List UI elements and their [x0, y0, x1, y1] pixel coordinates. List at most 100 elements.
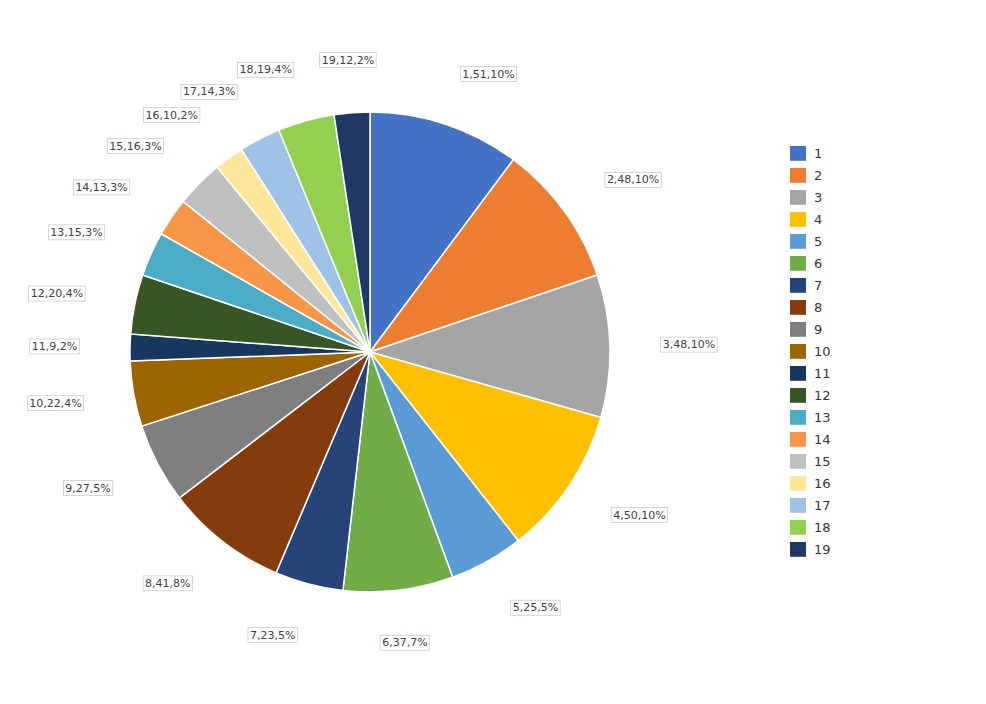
data-label: 9,27,5%: [63, 481, 112, 496]
data-label: 13,15,3%: [48, 225, 104, 240]
data-label-text: 12,20,4%: [31, 287, 83, 300]
legend-label: 16: [814, 476, 831, 491]
label-box: [73, 180, 129, 195]
data-label: 18,19,4%: [237, 62, 293, 77]
legend-label: 15: [814, 454, 831, 469]
label-box: [611, 508, 667, 523]
data-label-text: 16,10,2%: [145, 109, 197, 122]
label-box: [107, 139, 163, 154]
legend-swatch: [790, 388, 806, 403]
label-box: [63, 481, 112, 496]
legend-label: 13: [814, 410, 831, 425]
data-label: 12,20,4%: [29, 286, 85, 301]
legend-swatch: [790, 212, 806, 227]
legend-label: 19: [814, 542, 831, 557]
label-box: [27, 396, 83, 411]
legend-label: 9: [814, 322, 822, 337]
label-box: [320, 53, 376, 68]
data-label: 14,13,3%: [73, 180, 129, 195]
data-label-text: 8,41,8%: [145, 577, 190, 590]
data-label-text: 19,12,2%: [322, 54, 374, 67]
label-box: [48, 225, 104, 240]
data-label-text: 2,48,10%: [607, 173, 659, 186]
legend-label: 2: [814, 168, 822, 183]
data-label-text: 10,22,4%: [29, 397, 81, 410]
legend-swatch: [790, 542, 806, 557]
data-label-text: 9,27,5%: [65, 482, 110, 495]
data-label: 5,25,5%: [511, 600, 560, 615]
legend-swatch: [790, 410, 806, 425]
label-box: [143, 576, 192, 591]
data-label-text: 15,16,3%: [109, 140, 161, 153]
legend-swatch: [790, 256, 806, 271]
legend-swatch: [790, 454, 806, 469]
legend-label: 11: [814, 366, 831, 381]
data-label-text: 1,51,10%: [462, 68, 514, 81]
legend-label: 7: [814, 278, 822, 293]
legend-label: 8: [814, 300, 822, 315]
legend-label: 5: [814, 234, 822, 249]
data-label-text: 18,19,4%: [239, 63, 291, 76]
data-labels: 1,51,10% 2,48,10% 3,48,10% 4,50,10% 5,25,5% 6…: [27, 53, 717, 651]
legend-swatch: [790, 234, 806, 249]
label-box: [181, 84, 237, 99]
data-label: 10,22,4%: [27, 396, 83, 411]
legend-label: 6: [814, 256, 822, 271]
legend-swatch: [790, 278, 806, 293]
legend-label: 12: [814, 388, 831, 403]
data-label-text: 5,25,5%: [513, 601, 558, 614]
label-box: [460, 67, 516, 82]
label-box: [29, 286, 85, 301]
label-box: [30, 339, 79, 354]
legend-swatch: [790, 146, 806, 161]
legend-label: 3: [814, 190, 822, 205]
data-label-text: 7,23,5%: [250, 629, 295, 642]
chart: 1,51,10% 2,48,10% 3,48,10% 4,50,10% 5,25,5% 6…: [0, 0, 986, 704]
slice: [130, 352, 370, 426]
data-label: 2,48,10%: [605, 172, 661, 187]
legend-swatch: [790, 190, 806, 205]
legend-swatch: [790, 366, 806, 381]
data-label: 6,37,7%: [380, 635, 429, 650]
data-label: 16,10,2%: [143, 108, 199, 123]
data-label-text: 17,14,3%: [183, 85, 235, 98]
label-box: [143, 108, 199, 123]
legend-swatch: [790, 520, 806, 535]
legend-label: 14: [814, 432, 831, 447]
legend-swatch: [790, 168, 806, 183]
data-label-text: 6,37,7%: [382, 636, 427, 649]
data-label: 7,23,5%: [248, 628, 297, 643]
data-label: 19,12,2%: [320, 53, 376, 68]
data-label-text: 11,9,2%: [32, 340, 77, 353]
data-label: 11,9,2%: [30, 339, 79, 354]
legend-swatch: [790, 322, 806, 337]
legend-swatch: [790, 300, 806, 315]
data-label-text: 13,15,3%: [50, 226, 102, 239]
data-label-text: 14,13,3%: [75, 181, 127, 194]
label-box: [511, 600, 560, 615]
legend-label: 18: [814, 520, 831, 535]
data-label: 15,16,3%: [107, 139, 163, 154]
legend-label: 17: [814, 498, 831, 513]
label-box: [237, 62, 293, 77]
label-box: [380, 635, 429, 650]
data-label: 1,51,10%: [460, 67, 516, 82]
label-box: [661, 337, 717, 352]
legend-label: 1: [814, 146, 822, 161]
legend-swatch: [790, 432, 806, 447]
legend-label: 4: [814, 212, 822, 227]
label-box: [248, 628, 297, 643]
legend-swatch: [790, 476, 806, 491]
legend-swatch: [790, 344, 806, 359]
data-label: 3,48,10%: [661, 337, 717, 352]
data-label: 8,41,8%: [143, 576, 192, 591]
slice: [334, 112, 370, 352]
pie: [130, 112, 610, 592]
data-label-text: 4,50,10%: [613, 509, 665, 522]
data-label: 4,50,10%: [611, 508, 667, 523]
legend-label: 10: [814, 344, 831, 359]
data-label-text: 3,48,10%: [663, 338, 715, 351]
data-label: 17,14,3%: [181, 84, 237, 99]
label-box: [605, 172, 661, 187]
legend: 12345678910111213141516171819: [790, 146, 831, 557]
